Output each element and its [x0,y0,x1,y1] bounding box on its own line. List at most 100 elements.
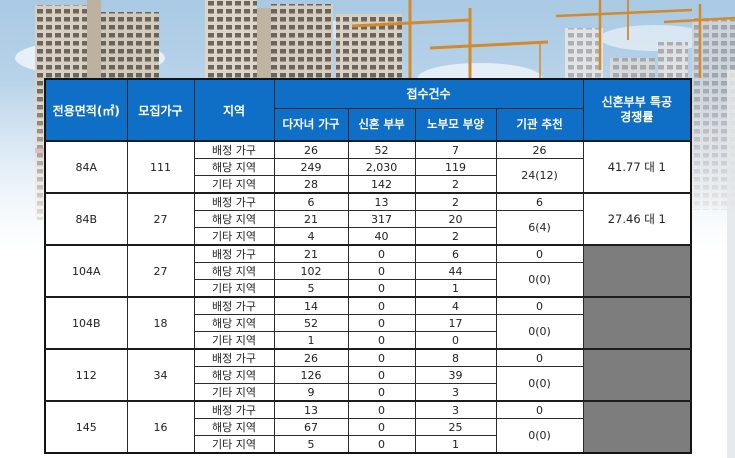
value-cell: 44 [414,262,497,280]
value-cell: 26 [273,140,349,159]
table-row: 104B 18 배정 가구 14 0 4 0 [44,296,692,350]
value-cell: 2 [414,227,497,246]
value-cell: 8 [414,348,497,367]
value-cell: 14 [273,296,349,315]
right-edge-strip [727,70,735,458]
value-cell: 102 [273,262,349,280]
region-cell: 해당 지역 [193,210,275,228]
units-cell: 111 [126,140,195,194]
value-cell: 126 [273,366,349,384]
region-cell: 기타 지역 [193,435,275,454]
value-cell: 67 [273,418,349,436]
table-row: 84A 111 배정 가구 26 52 7 26 41.77 대 1 [44,140,692,194]
agency-merged-cell: 0(0) [495,314,584,350]
table-row: 해당 지역 67 0 25 0(0) [45,418,691,454]
col-header-units: 모집가구 [126,78,195,142]
application-table-wrap: 전용면적(㎡) 모집가구 지역 접수건수 신혼부부 특공 경쟁률 다자녀 가구 … [44,78,693,454]
table-row: 해당 지역 102 0 44 0(0) [45,262,691,298]
value-cell: 3 [414,400,497,419]
region-cell: 배정 가구 [193,140,275,159]
header-row-1: 전용면적(㎡) 모집가구 지역 접수건수 신혼부부 특공 경쟁률 [44,78,692,142]
value-cell: 17 [414,314,497,332]
table-row: 해당 지역 21 317 20 6(4) [45,210,691,246]
col-header-elderly: 노부모 부양 [414,107,497,142]
value-cell: 119 [414,158,497,176]
table-row: 기타 지역 28 142 2 [45,175,691,194]
value-cell: 0 [347,331,416,350]
value-cell: 317 [347,210,416,228]
region-cell: 기타 지역 [193,175,275,194]
value-cell: 13 [347,192,416,211]
area-cell: 84A [44,140,128,194]
value-cell: 2 [414,192,497,211]
units-cell: 27 [126,244,195,298]
value-cell: 52 [273,314,349,332]
col-header-newlywed: 신혼 부부 [347,107,416,142]
value-cell: 52 [347,140,416,159]
region-cell: 배정 가구 [193,296,275,315]
competition-cell: 27.46 대 1 [582,192,692,246]
value-cell: 249 [273,158,349,176]
region-cell: 기타 지역 [193,383,275,402]
value-cell: 1 [414,435,497,454]
competition-cell: 41.77 대 1 [582,140,692,194]
agency-cell: 0 [495,348,584,367]
units-cell: 27 [126,192,195,246]
region-cell: 배정 가구 [193,192,275,211]
application-count-table: 전용면적(㎡) 모집가구 지역 접수건수 신혼부부 특공 경쟁률 다자녀 가구 … [44,78,693,454]
table-row: 기타 지역 1 0 0 [45,331,691,350]
value-cell: 0 [414,331,497,350]
competition-header-line1: 신혼부부 특공 [601,95,672,109]
table-row: 기타 지역 5 0 1 [45,435,691,454]
region-cell: 해당 지역 [193,366,275,384]
cranes-right [555,0,735,78]
value-cell: 0 [347,262,416,280]
area-cell: 84B [44,192,128,246]
col-header-agency: 기관 추천 [495,107,584,142]
region-cell: 해당 지역 [193,314,275,332]
agency-cell: 0 [495,244,584,263]
value-cell: 13 [273,400,349,419]
value-cell: 25 [414,418,497,436]
area-cell: 104A [44,244,128,298]
value-cell: 21 [273,244,349,263]
region-cell: 해당 지역 [193,158,275,176]
value-cell: 7 [414,140,497,159]
value-cell: 0 [347,296,416,315]
competition-cell [582,348,692,402]
region-cell: 해당 지역 [193,262,275,280]
col-header-multichild: 다자녀 가구 [273,107,349,142]
value-cell: 1 [414,279,497,298]
table-row: 해당 지역 52 0 17 0(0) [45,314,691,350]
agency-merged-cell: 0(0) [495,366,584,402]
value-cell: 0 [347,348,416,367]
table-row: 기타 지역 9 0 3 [45,383,691,402]
value-cell: 39 [414,366,497,384]
value-cell: 2,030 [347,158,416,176]
value-cell: 1 [273,331,349,350]
value-cell: 5 [273,435,349,454]
value-cell: 0 [347,244,416,263]
agency-merged-cell: 0(0) [495,418,584,454]
col-header-competition: 신혼부부 특공 경쟁률 [582,78,692,142]
value-cell: 9 [273,383,349,402]
region-cell: 해당 지역 [193,418,275,436]
agency-cell: 0 [495,400,584,419]
value-cell: 2 [414,175,497,194]
units-cell: 34 [126,348,195,402]
value-cell: 6 [414,244,497,263]
value-cell: 21 [273,210,349,228]
table-row: 기타 지역 4 40 2 [45,227,691,246]
col-header-region: 지역 [193,78,275,142]
table-row: 해당 지역 126 0 39 0(0) [45,366,691,402]
agency-cell: 6 [495,192,584,211]
agency-merged-cell: 0(0) [495,262,584,298]
value-cell: 40 [347,227,416,246]
value-cell: 0 [347,418,416,436]
value-cell: 20 [414,210,497,228]
table-row: 145 16 배정 가구 13 0 3 0 [44,400,692,454]
region-cell: 기타 지역 [193,227,275,246]
region-cell: 배정 가구 [193,244,275,263]
agency-cell: 0 [495,296,584,315]
